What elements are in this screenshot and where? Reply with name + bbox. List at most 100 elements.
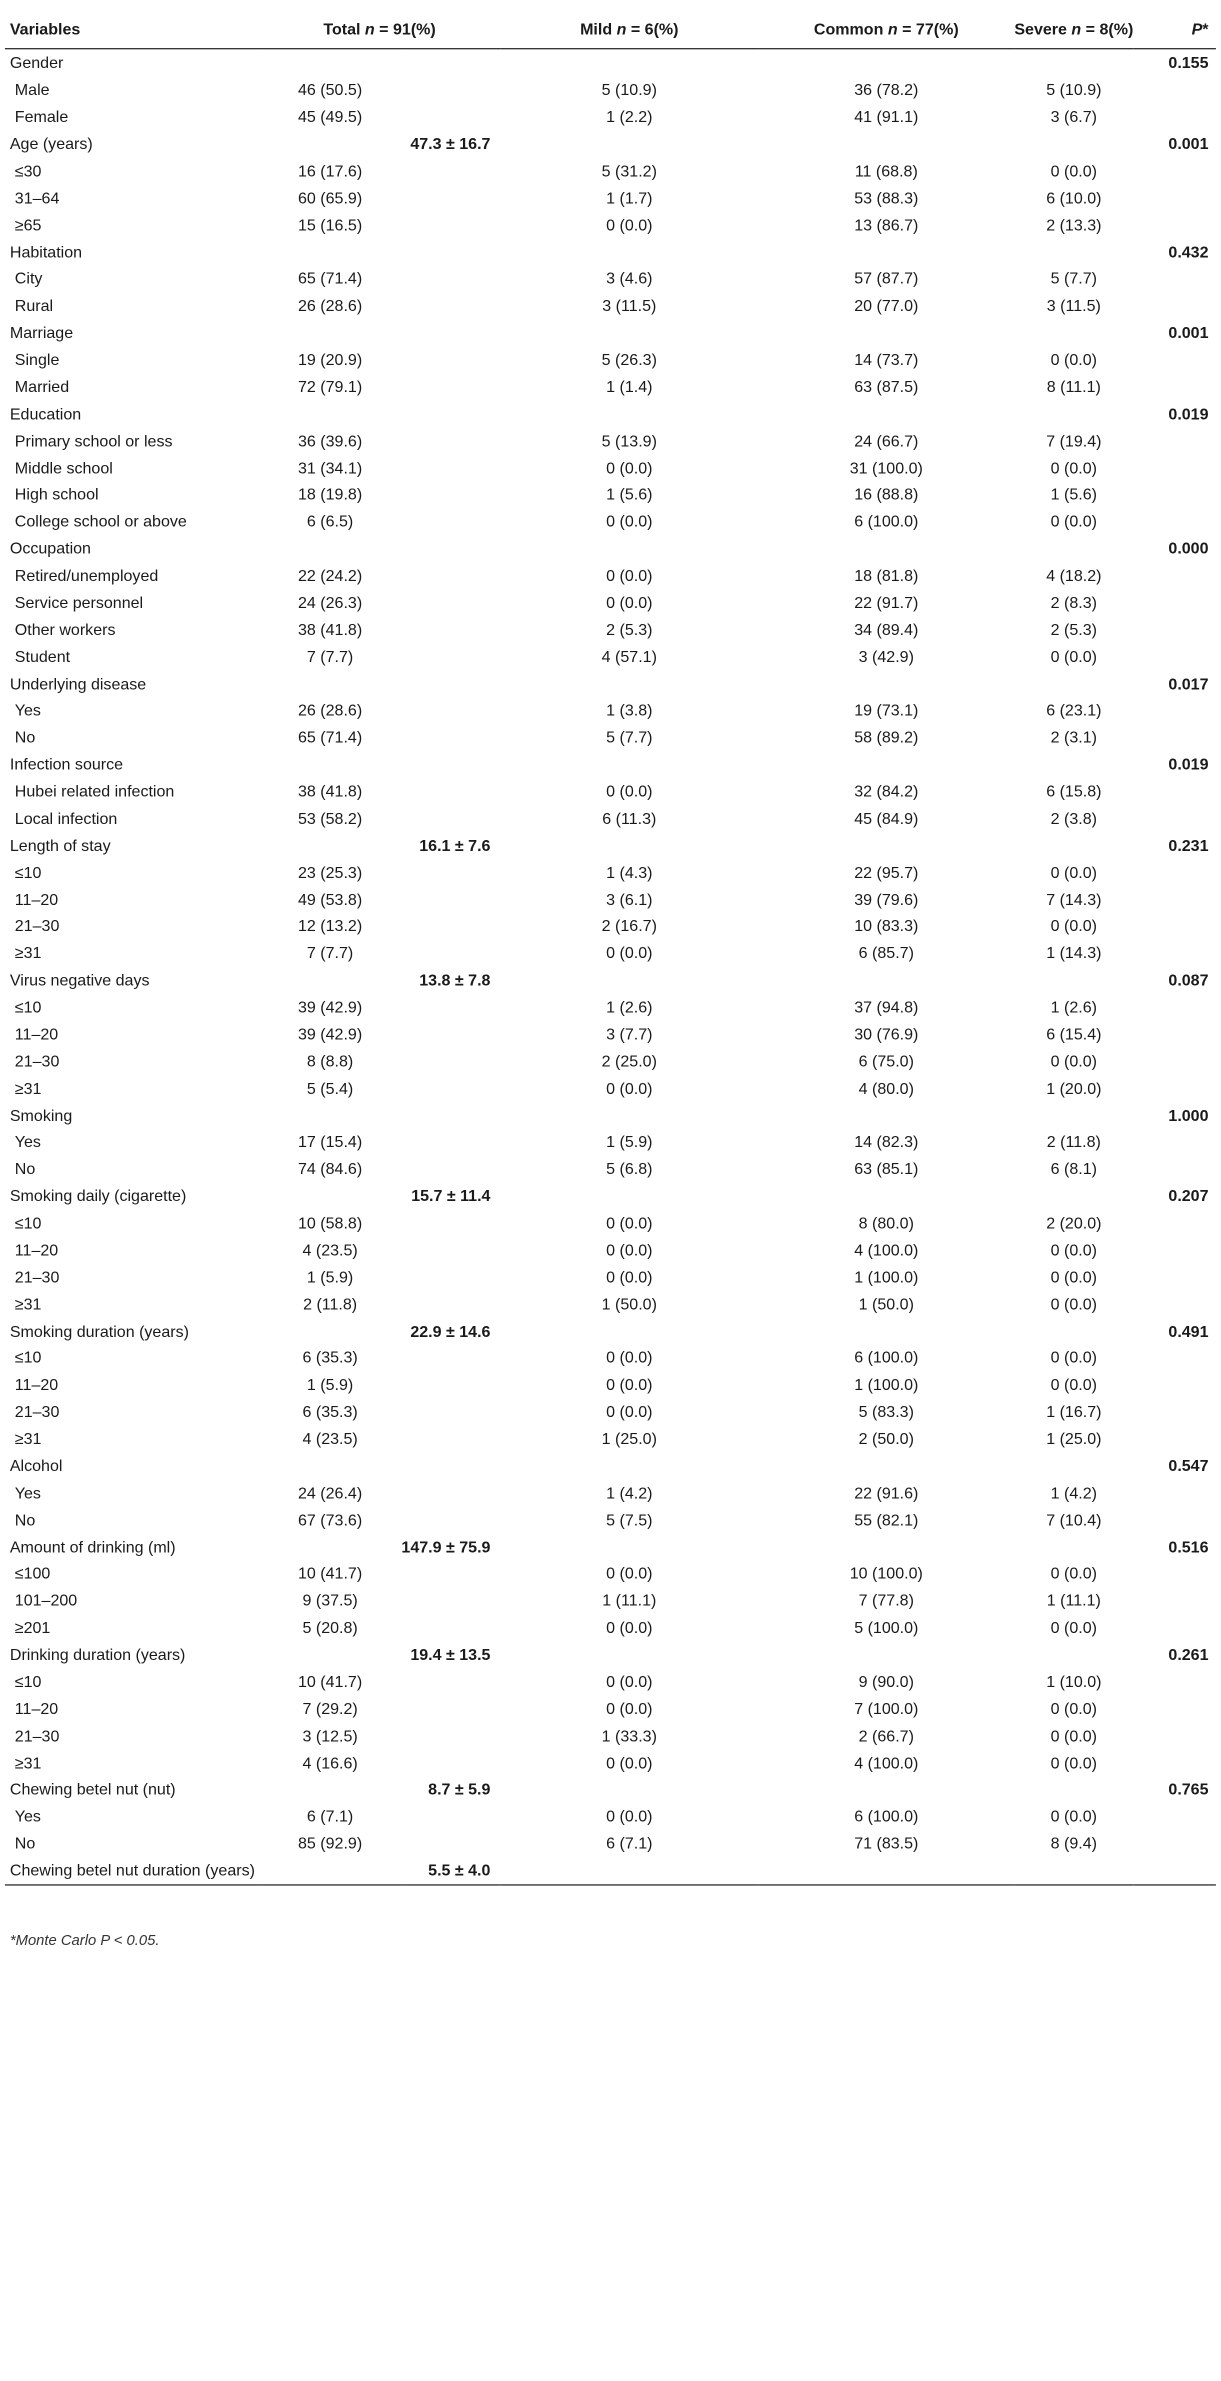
table-row: Middle school 31 (34.1) 0 (0.0) 31 (100.0) 0… — [5, 454, 1216, 481]
header-variables: Variables — [4, 9, 259, 50]
cell-mean — [401, 778, 500, 805]
cell-mild — [500, 1182, 758, 1209]
cell-total — [259, 400, 402, 427]
cell-mean — [401, 76, 500, 103]
cell-p-value: 0.000 — [1168, 539, 1209, 558]
row-label: Student — [14, 647, 71, 666]
cell-p-value: 0.432 — [1168, 242, 1209, 261]
cell-severe: 1 (25.0) — [1046, 1429, 1102, 1448]
row-label: ≤30 — [14, 161, 42, 180]
cell-severe: 0 (0.0) — [1050, 1618, 1098, 1637]
cell-p-value — [1133, 1020, 1216, 1047]
cell-mean — [401, 1506, 500, 1533]
cell-severe: 0 (0.0) — [1050, 862, 1098, 882]
cell-mean — [401, 49, 500, 77]
cell-p-value — [1133, 1695, 1216, 1722]
cell-severe: 0 (0.0) — [1050, 458, 1098, 477]
table-row: ≥201 5 (20.8) 0 (0.0) 5 (100.0) 0 (0.0) — [5, 1614, 1216, 1641]
cell-severe: 0 (0.0) — [1050, 512, 1098, 531]
cell-total: 74 (84.6) — [298, 1159, 363, 1179]
table-row: No 65 (71.4) 5 (7.7) 58 (89.2) 2 (3.1) — [5, 724, 1216, 751]
cell-total — [259, 967, 402, 994]
cell-total — [259, 1776, 402, 1803]
cell-p-value — [1133, 1614, 1216, 1641]
cell-common: 2 (66.7) — [858, 1726, 914, 1745]
cell-common — [758, 1101, 1014, 1128]
cell-mild — [500, 967, 758, 994]
cell-severe: 0 (0.0) — [1050, 1240, 1098, 1260]
cell-common: 1 (100.0) — [854, 1375, 919, 1394]
cell-severe: 0 (0.0) — [1050, 1753, 1098, 1772]
cell-mild — [500, 238, 758, 265]
cell-mild: 0 (0.0) — [606, 1348, 653, 1367]
row-label: 31–64 — [14, 188, 60, 207]
cell-severe — [1014, 400, 1133, 427]
cell-total — [259, 535, 402, 562]
cell-severe: 6 (23.1) — [1046, 700, 1102, 720]
row-label: No — [14, 1159, 36, 1179]
cell-p-value — [1133, 1263, 1216, 1290]
row-label: Smoking — [9, 1105, 73, 1125]
cell-mean — [401, 913, 500, 940]
cell-severe: 6 (15.8) — [1046, 781, 1102, 801]
cell-total: 6 (35.3) — [302, 1402, 358, 1421]
cell-severe — [1014, 967, 1133, 994]
row-label: No — [14, 727, 36, 747]
cell-p-value — [1133, 454, 1216, 481]
cell-common: 10 (100.0) — [849, 1564, 923, 1583]
cell-severe — [1014, 319, 1133, 346]
cell-mild — [500, 1641, 758, 1668]
cell-severe: 0 (0.0) — [1050, 350, 1098, 369]
group-row: Occupation 0.000 — [5, 535, 1216, 562]
cell-severe: 6 (10.0) — [1046, 188, 1102, 207]
table-row: Primary school or less 36 (39.6) 5 (13.9) 2… — [5, 427, 1216, 454]
row-label: Education — [9, 404, 82, 423]
cell-p-value — [1133, 292, 1216, 319]
cell-common: 24 (66.7) — [854, 431, 919, 450]
cell-severe: 0 (0.0) — [1050, 1267, 1098, 1286]
row-label: Service personnel — [14, 593, 144, 612]
cell-severe — [1014, 1182, 1133, 1209]
cell-p-value — [1133, 1803, 1216, 1830]
row-label: ≤10 — [14, 1672, 42, 1691]
cell-mean — [401, 724, 500, 751]
cell-total: 17 (15.4) — [298, 1132, 363, 1152]
cell-total: 36 (39.6) — [298, 431, 363, 450]
cell-p-value — [1133, 1856, 1216, 1885]
group-row: Virus negative days 13.8 ± 7.8 0.087 — [5, 967, 1216, 994]
cell-common: 14 (82.3) — [854, 1132, 919, 1152]
cell-p-value — [1133, 346, 1216, 373]
table-row: Rural 26 (28.6) 3 (11.5) 20 (77.0) 3 (11.5) — [5, 292, 1216, 319]
cell-mild: 5 (26.3) — [601, 350, 657, 369]
table-row: College school or above 6 (6.5) 0 (0.0) 6 (… — [5, 508, 1216, 535]
cell-p-value — [1133, 1560, 1216, 1587]
header-total: Total n = 91(%) — [258, 9, 501, 50]
cell-severe — [1014, 49, 1133, 77]
footnote: *Monte Carlo P < 0.05. — [9, 1931, 160, 1949]
cell-mean: 22.9 ± 14.6 — [410, 1321, 491, 1340]
group-row: Gender 0.155 — [5, 49, 1216, 77]
cell-mean — [401, 1344, 500, 1371]
header-severe: Severe n = 8(%) — [1014, 9, 1134, 50]
row-label: ≥31 — [14, 1753, 42, 1772]
table-row: ≥31 5 (5.4) 0 (0.0) 4 (80.0) 1 (20.0) — [5, 1074, 1216, 1101]
cell-total: 18 (19.8) — [298, 485, 363, 504]
cell-p-value — [1133, 886, 1216, 913]
cell-mild: 0 (0.0) — [606, 1807, 653, 1826]
group-row: Chewing betel nut duration (years) 5.5 ± … — [4, 1856, 1216, 1885]
cell-total — [259, 49, 402, 77]
cell-p-value — [1133, 1722, 1216, 1749]
cell-common: 6 (100.0) — [854, 1807, 919, 1826]
cell-common: 7 (100.0) — [854, 1699, 919, 1718]
cell-mild: 0 (0.0) — [606, 1240, 653, 1260]
cell-common: 4 (100.0) — [854, 1753, 919, 1772]
cell-common — [758, 1317, 1014, 1344]
cell-mild: 1 (33.3) — [601, 1726, 657, 1745]
row-label: Infection source — [9, 754, 124, 774]
cell-mild: 1 (5.6) — [606, 485, 653, 504]
cell-total: 15 (16.5) — [298, 215, 363, 234]
cell-p-value: 0.087 — [1168, 970, 1209, 990]
cell-common — [758, 238, 1014, 265]
cell-mild — [500, 751, 758, 778]
row-label: Smoking daily (cigarette) — [9, 1186, 187, 1206]
